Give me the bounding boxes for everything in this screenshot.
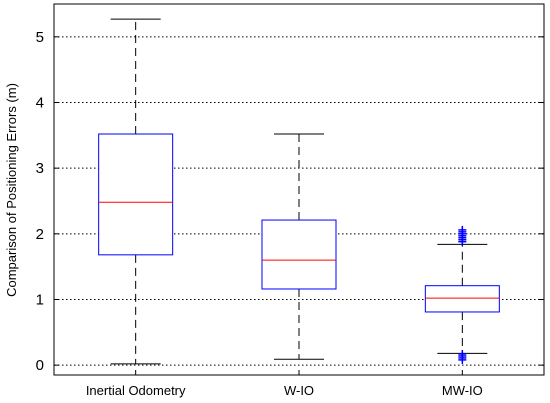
y-tick-label: 2: [36, 226, 44, 243]
y-tick-label: 4: [36, 94, 44, 111]
y-tick-label: 3: [36, 160, 44, 177]
y-tick-label: 0: [36, 357, 44, 374]
x-category-label: MW-IO: [442, 383, 483, 398]
box-group: [98, 18, 174, 365]
y-tick-label: 5: [36, 29, 44, 46]
iqr-box: [424, 285, 500, 313]
x-category-label: W-IO: [284, 383, 314, 398]
boxes: [98, 18, 500, 365]
iqr-box: [261, 219, 337, 290]
axes: 0 1 2 3 4 5 Inertial Odometry W-IO MW-IO: [36, 29, 544, 398]
iqr-box: [98, 133, 174, 256]
y-tick-label: 1: [36, 291, 44, 308]
y-axis-label: Comparison of Positioning Errors (m): [4, 83, 19, 297]
outlier-marker: [458, 225, 467, 234]
box-group: [261, 133, 337, 360]
outlier-marker: [458, 349, 467, 358]
x-category-label: Inertial Odometry: [86, 383, 186, 398]
box-group: [424, 225, 500, 364]
